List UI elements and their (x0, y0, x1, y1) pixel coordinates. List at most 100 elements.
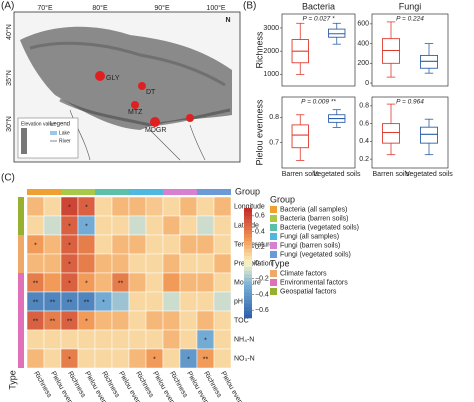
colorbar-step (244, 314, 252, 319)
significance: * (85, 318, 88, 325)
colorbar-step (244, 288, 252, 293)
heat-cell (213, 215, 232, 236)
x-tick-label: Vegetated soils (405, 171, 453, 178)
box (420, 126, 439, 144)
legend-label: Bacteria (barren soils) (280, 215, 348, 222)
legend-label: Bacteria (all samples) (280, 206, 347, 213)
heat-cell (196, 215, 215, 236)
heat-cell (43, 196, 62, 217)
significance: * (34, 242, 37, 249)
colorbar-step (244, 248, 252, 253)
site (131, 101, 139, 109)
significance: ** (67, 299, 73, 306)
colorbar-step (244, 266, 252, 271)
terrain (29, 41, 226, 87)
legend-label: Fungi (barren soils) (280, 242, 340, 249)
legend-swatch (270, 206, 277, 213)
site (138, 82, 146, 90)
y-tick-label: 0.7 (269, 139, 279, 146)
colorbar-step (244, 299, 252, 304)
heat-cell (145, 329, 164, 350)
heat-cell (43, 272, 62, 293)
heat-cell (213, 272, 232, 293)
panel-title: Bacteria (302, 1, 335, 11)
plot-frame (281, 96, 356, 169)
group-title: Group (235, 186, 260, 196)
group-bar (112, 189, 129, 195)
colorbar-step (244, 263, 252, 267)
significance: ** (33, 299, 39, 306)
heat-cell (111, 234, 130, 255)
row-label: Temperature (234, 241, 273, 248)
y-tick-label: 3000 (263, 25, 279, 32)
heat-cell (213, 234, 232, 255)
y-tick-label: 0.2 (359, 156, 369, 163)
colorbar-step (244, 310, 252, 315)
type-bar (18, 273, 24, 292)
significance: ** (118, 280, 124, 287)
row-label: Longitude (234, 203, 265, 210)
type-bar (18, 216, 24, 235)
heat-cell (162, 329, 181, 350)
heat-cell (162, 272, 181, 293)
group-bar (44, 189, 61, 195)
colorbar-step (244, 211, 252, 216)
map-legend (17, 117, 79, 159)
heat-cell (196, 253, 215, 274)
box (382, 123, 401, 144)
heat-cell (43, 234, 62, 255)
group-bar (129, 189, 146, 195)
heat-cell (111, 196, 130, 217)
heat-cell (128, 196, 147, 217)
y-tick-label: 0.8 (359, 103, 369, 110)
colorbar-label: −0.4 (255, 291, 269, 298)
legend-label: Climate factors (280, 270, 327, 277)
colorbar-step (244, 215, 252, 220)
colorbar-step (244, 285, 252, 289)
column-label: Pielou evenness (219, 370, 251, 402)
heat-cell (179, 234, 198, 255)
heat-cell (26, 196, 45, 217)
significance: * (85, 280, 88, 287)
significance: ** (33, 280, 39, 287)
heat-cell (128, 310, 147, 331)
legend-title: Type (270, 258, 290, 268)
type-bar (18, 254, 24, 273)
heat-cell (43, 253, 62, 274)
significance: * (68, 261, 71, 268)
group-bar (146, 189, 163, 195)
legend-item: River (59, 138, 71, 144)
colorbar-step (244, 281, 252, 286)
group-bar (61, 189, 78, 195)
y-tick-label: 0.4 (359, 138, 369, 145)
x-tick-label: Barren soils (282, 171, 319, 178)
heat-cell (77, 234, 96, 255)
colorbar-label: 0.4 (255, 228, 265, 235)
terrain (59, 98, 231, 127)
heat-cell (162, 291, 181, 312)
type-title: Type (7, 370, 17, 390)
heat-cell (145, 215, 164, 236)
type-bar (18, 235, 24, 254)
heat-cell (111, 215, 130, 236)
heat-cell (179, 291, 198, 312)
legend-title: Legend (50, 122, 70, 128)
significance: * (102, 299, 105, 306)
p-value: P = 0.009 ** (301, 99, 336, 106)
colorbar-step (244, 244, 252, 249)
heat-cell (213, 310, 232, 331)
heat-cell (196, 196, 215, 217)
heat-cell (213, 348, 232, 369)
site (150, 117, 160, 127)
y-axis-label: Pielou evenness (254, 99, 264, 166)
legend-label: Fungi (vegetated soils) (280, 251, 351, 258)
lon-label: 100°E (206, 4, 225, 12)
colorbar-step (244, 252, 252, 256)
colorbar-label: 0.2 (255, 244, 265, 251)
colorbar-step (244, 219, 252, 223)
significance: * (68, 242, 71, 249)
type-bar (18, 292, 24, 311)
significance: ** (84, 299, 90, 306)
colorbar-label: −0.6 (255, 307, 269, 314)
